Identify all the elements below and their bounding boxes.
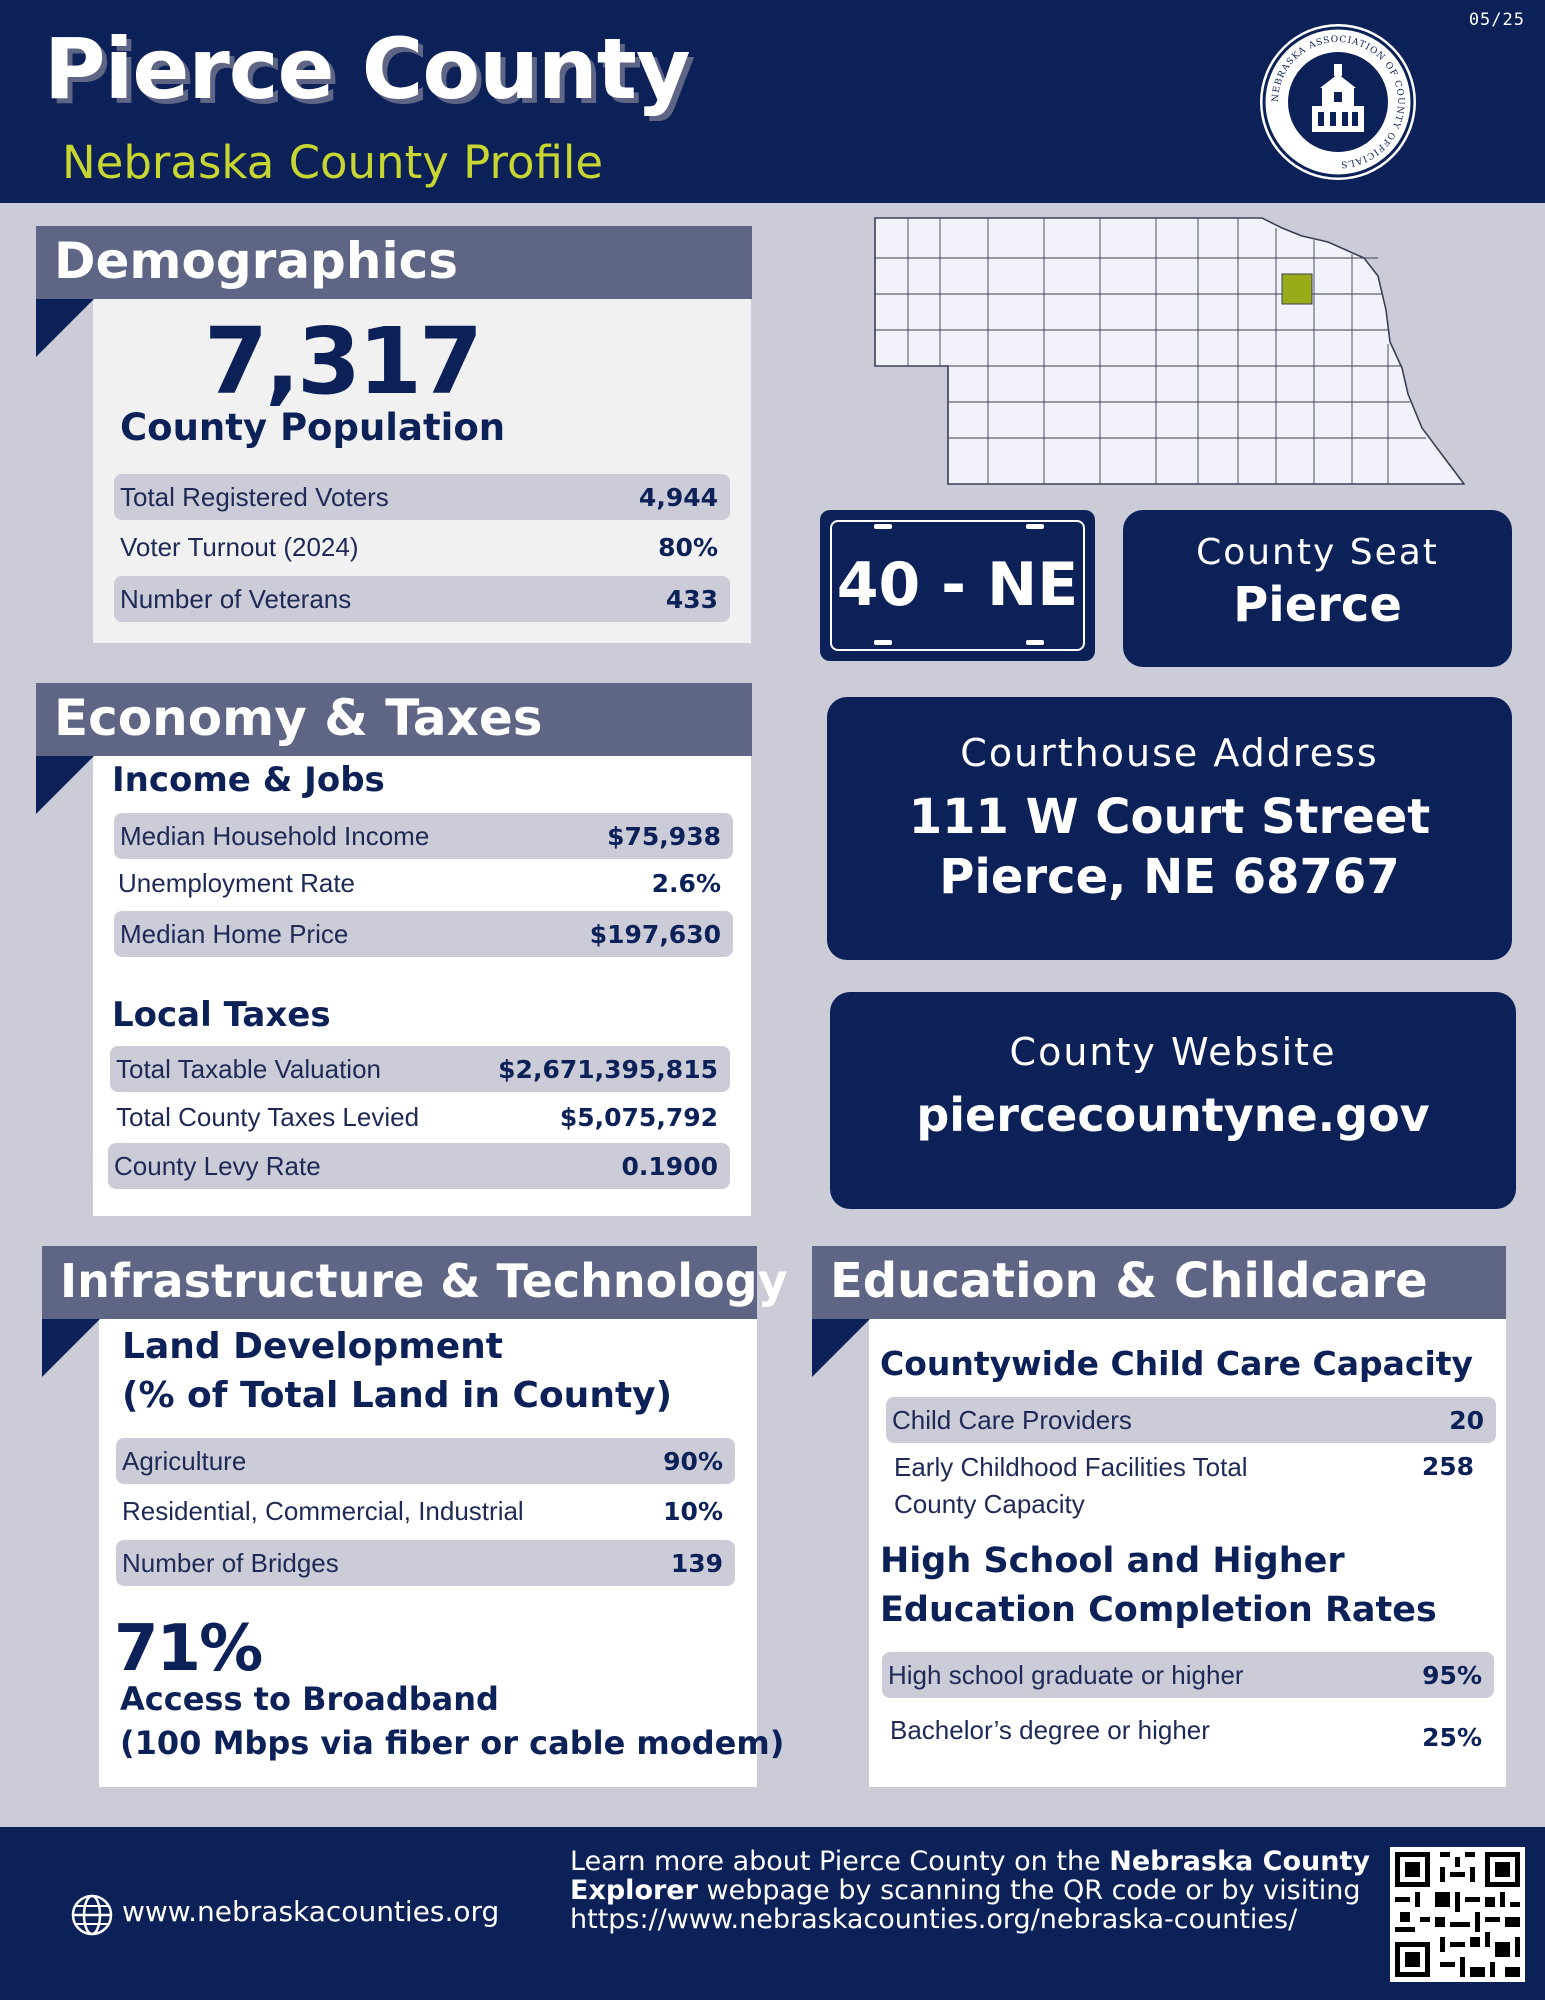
broadband-label: Access to Broadband (120, 1680, 499, 1718)
issue-date: 05/25 (1468, 10, 1525, 30)
table-row: Bachelor’s degree or higher 25% (882, 1707, 1494, 1753)
row-value: 433 (665, 585, 718, 614)
page-title: Pierce County (44, 20, 691, 118)
nebraska-county-map (874, 217, 1466, 485)
row-label: Residential, Commercial, Industrial (122, 1496, 524, 1526)
local-taxes-heading: Local Taxes (112, 995, 331, 1035)
row-value: $2,671,395,815 (498, 1055, 718, 1084)
table-row: Voter Turnout (2024) 80% (114, 524, 730, 570)
demographics-fold (36, 299, 94, 357)
row-value: 139 (670, 1549, 723, 1578)
broadband-percentage: 71% (114, 1612, 263, 1686)
land-development-subheading: (% of Total Land in County) (122, 1375, 673, 1416)
completion-heading: High School and Higher (880, 1541, 1345, 1581)
row-value: $5,075,792 (559, 1103, 718, 1132)
row-label: Child Care Providers (892, 1405, 1132, 1435)
courthouse-line-2: Pierce, NE 68767 (939, 849, 1400, 905)
row-value: 20 (1449, 1406, 1484, 1435)
row-label: Number of Bridges (122, 1548, 339, 1578)
table-row: Agriculture 90% (116, 1438, 735, 1484)
broadband-sublabel: (100 Mbps via fiber or cable modem) (120, 1724, 785, 1762)
table-row: Child Care Providers 20 (886, 1397, 1496, 1443)
population-label: County Population (120, 406, 506, 449)
income-jobs-heading: Income & Jobs (112, 760, 385, 800)
row-value: 2.6% (651, 869, 721, 898)
table-row: Median Household Income $75,938 (114, 813, 733, 859)
courthouse-label: Courthouse Address (960, 731, 1379, 775)
row-label: Agriculture (122, 1446, 247, 1476)
county-seat-value: Pierce (1233, 577, 1402, 633)
table-row: High school graduate or higher 95% (882, 1652, 1494, 1698)
education-panel (869, 1318, 1506, 1787)
globe-icon (71, 1894, 113, 1936)
page-subtitle: Nebraska County Profile (62, 136, 604, 189)
table-row: Total Taxable Valuation $2,671,395,815 (110, 1046, 730, 1092)
row-value: 90% (663, 1447, 723, 1476)
license-plate-badge: 40 - NE (820, 510, 1095, 661)
population-value: 7,317 (204, 308, 483, 415)
learn-more-part-1: Learn more about Pierce County on the (570, 1846, 1110, 1877)
row-value: $75,938 (607, 822, 721, 851)
table-row: County Levy Rate 0.1900 (108, 1143, 730, 1189)
row-value: 80% (658, 533, 718, 562)
table-row: Total Registered Voters 4,944 (114, 474, 730, 520)
row-label: Total Taxable Valuation (116, 1054, 382, 1084)
table-row: Median Home Price $197,630 (114, 911, 733, 957)
row-value: 258 (1421, 1452, 1474, 1481)
row-label-continued: County Capacity (894, 1489, 1085, 1519)
table-row: Total County Taxes Levied $5,075,792 (110, 1094, 730, 1140)
row-value: 4,944 (638, 483, 718, 512)
row-value: 95% (1422, 1661, 1482, 1690)
economy-heading: Economy & Taxes (36, 683, 752, 756)
website-link[interactable]: piercecountyne.gov (916, 1088, 1430, 1142)
education-fold (812, 1319, 870, 1377)
row-label: County Levy Rate (114, 1151, 321, 1181)
row-value: 0.1900 (621, 1152, 718, 1181)
qr-code[interactable] (1390, 1847, 1525, 1982)
row-label: Total County Taxes Levied (116, 1102, 420, 1132)
association-website-link[interactable]: www.nebraskacounties.org (122, 1895, 500, 1928)
plate-text: 40 - NE (836, 550, 1079, 620)
land-development-heading: Land Development (122, 1326, 503, 1367)
table-row: Early Childhood Facilities Total County … (886, 1446, 1496, 1526)
table-row: Number of Veterans 433 (114, 576, 730, 622)
county-seat-box: County Seat Pierce (1123, 510, 1512, 667)
completion-subheading: Education Completion Rates (880, 1590, 1437, 1630)
row-value: 10% (663, 1497, 723, 1526)
county-seat-label: County Seat (1196, 532, 1439, 573)
row-label: Number of Veterans (120, 584, 352, 614)
courthouse-address-box: Courthouse Address 111 W Court Street Pi… (827, 697, 1512, 960)
education-heading: Education & Childcare (812, 1246, 1506, 1319)
courthouse-line-1: 111 W Court Street (908, 789, 1431, 845)
row-label: Early Childhood Facilities Total (894, 1452, 1248, 1482)
learn-more-part-2: webpage by scanning the QR code or by vi… (570, 1875, 1361, 1935)
row-label: Total Registered Voters (120, 482, 389, 512)
table-row: Number of Bridges 139 (116, 1540, 735, 1586)
row-label: Median Household Income (120, 821, 430, 851)
learn-more-text: Learn more about Pierce County on the Ne… (570, 1847, 1370, 1934)
website-label: County Website (1009, 1030, 1337, 1074)
infrastructure-fold (42, 1319, 100, 1377)
association-seal-logo: NEBRASKA ASSOCIATION OF COUNTY OFFICIALS (1260, 24, 1416, 180)
row-label: Voter Turnout (2024) (120, 532, 359, 562)
row-label: Bachelor’s degree or higher (890, 1715, 1210, 1745)
row-label: Median Home Price (120, 919, 349, 949)
page-header: Pierce County Nebraska County Profile 05… (0, 0, 1545, 203)
page-footer: www.nebraskacounties.org Learn more abou… (0, 1827, 1545, 2000)
economy-fold (36, 756, 94, 814)
row-label: Unemployment Rate (118, 868, 355, 898)
row-value: $197,630 (589, 920, 721, 949)
table-row: Unemployment Rate 2.6% (112, 860, 733, 906)
county-website-box: County Website piercecountyne.gov (830, 992, 1516, 1209)
childcare-heading: Countywide Child Care Capacity (880, 1344, 1474, 1383)
demographics-heading: Demographics (36, 226, 752, 299)
table-row: Residential, Commercial, Industrial 10% (116, 1488, 735, 1534)
county-explorer-link[interactable]: Nebraska County Explorer (570, 1846, 1370, 1906)
row-label: High school graduate or higher (888, 1660, 1244, 1690)
row-value: 25% (1422, 1723, 1482, 1752)
infrastructure-heading: Infrastructure & Technology (42, 1246, 788, 1319)
